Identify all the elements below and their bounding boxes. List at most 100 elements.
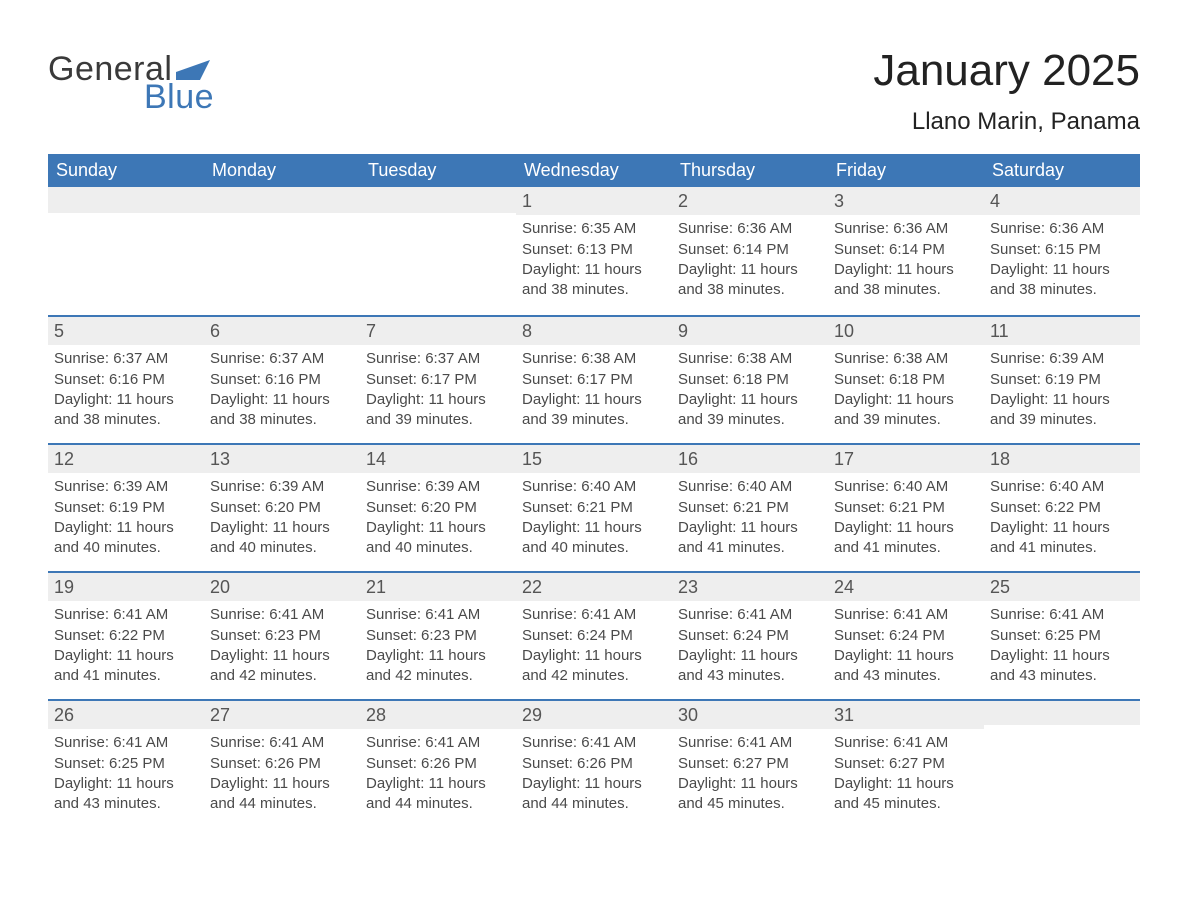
calendar-cell: 20Sunrise: 6:41 AMSunset: 6:23 PMDayligh…: [204, 571, 360, 699]
calendar-cell: 5Sunrise: 6:37 AMSunset: 6:16 PMDaylight…: [48, 315, 204, 443]
day-details: Sunrise: 6:36 AMSunset: 6:15 PMDaylight:…: [984, 215, 1140, 306]
calendar-cell: 11Sunrise: 6:39 AMSunset: 6:19 PMDayligh…: [984, 315, 1140, 443]
daylight-line: Daylight: 11 hours and 43 minutes.: [54, 774, 198, 815]
sunrise-line: Sunrise: 6:39 AM: [990, 349, 1134, 369]
calendar-week: 26Sunrise: 6:41 AMSunset: 6:25 PMDayligh…: [48, 699, 1140, 827]
calendar-cell: 1Sunrise: 6:35 AMSunset: 6:13 PMDaylight…: [516, 187, 672, 315]
day-number: 10: [828, 315, 984, 345]
weekday-header: Saturday: [984, 154, 1140, 187]
weekday-header: Sunday: [48, 154, 204, 187]
day-number: 16: [672, 443, 828, 473]
sunrise-line: Sunrise: 6:41 AM: [522, 733, 666, 753]
calendar-cell: 14Sunrise: 6:39 AMSunset: 6:20 PMDayligh…: [360, 443, 516, 571]
calendar-cell: 31Sunrise: 6:41 AMSunset: 6:27 PMDayligh…: [828, 699, 984, 827]
sunrise-line: Sunrise: 6:40 AM: [678, 477, 822, 497]
calendar-page: General Blue January 2025 Llano Marin, P…: [0, 0, 1188, 867]
sunset-line: Sunset: 6:13 PM: [522, 240, 666, 260]
calendar-cell: 6Sunrise: 6:37 AMSunset: 6:16 PMDaylight…: [204, 315, 360, 443]
brand-part2: Blue: [144, 80, 214, 114]
sunrise-line: Sunrise: 6:37 AM: [210, 349, 354, 369]
calendar-body: 1Sunrise: 6:35 AMSunset: 6:13 PMDaylight…: [48, 187, 1140, 827]
sunset-line: Sunset: 6:21 PM: [834, 498, 978, 518]
day-number: [204, 187, 360, 213]
calendar-cell: 18Sunrise: 6:40 AMSunset: 6:22 PMDayligh…: [984, 443, 1140, 571]
title-block: January 2025 Llano Marin, Panama: [873, 48, 1140, 136]
sunset-line: Sunset: 6:25 PM: [54, 754, 198, 774]
sunset-line: Sunset: 6:23 PM: [210, 626, 354, 646]
sunrise-line: Sunrise: 6:36 AM: [990, 219, 1134, 239]
day-details: Sunrise: 6:41 AMSunset: 6:24 PMDaylight:…: [828, 601, 984, 692]
day-number: 28: [360, 699, 516, 729]
page-header: General Blue January 2025 Llano Marin, P…: [48, 48, 1140, 136]
calendar-cell: 15Sunrise: 6:40 AMSunset: 6:21 PMDayligh…: [516, 443, 672, 571]
sunset-line: Sunset: 6:24 PM: [678, 626, 822, 646]
day-details: Sunrise: 6:41 AMSunset: 6:26 PMDaylight:…: [360, 729, 516, 820]
sunrise-line: Sunrise: 6:41 AM: [366, 605, 510, 625]
day-number: 18: [984, 443, 1140, 473]
day-details: Sunrise: 6:36 AMSunset: 6:14 PMDaylight:…: [672, 215, 828, 306]
sunrise-line: Sunrise: 6:41 AM: [834, 733, 978, 753]
calendar-cell: 2Sunrise: 6:36 AMSunset: 6:14 PMDaylight…: [672, 187, 828, 315]
day-number: [360, 187, 516, 213]
day-details: Sunrise: 6:38 AMSunset: 6:18 PMDaylight:…: [672, 345, 828, 436]
daylight-line: Daylight: 11 hours and 44 minutes.: [210, 774, 354, 815]
sunset-line: Sunset: 6:17 PM: [366, 370, 510, 390]
day-details: Sunrise: 6:38 AMSunset: 6:17 PMDaylight:…: [516, 345, 672, 436]
day-number: 17: [828, 443, 984, 473]
day-details: Sunrise: 6:41 AMSunset: 6:24 PMDaylight:…: [516, 601, 672, 692]
daylight-line: Daylight: 11 hours and 38 minutes.: [210, 390, 354, 431]
calendar-cell: [48, 187, 204, 315]
sunset-line: Sunset: 6:26 PM: [210, 754, 354, 774]
day-number: 3: [828, 187, 984, 215]
calendar-cell: 9Sunrise: 6:38 AMSunset: 6:18 PMDaylight…: [672, 315, 828, 443]
calendar-cell: 25Sunrise: 6:41 AMSunset: 6:25 PMDayligh…: [984, 571, 1140, 699]
daylight-line: Daylight: 11 hours and 43 minutes.: [834, 646, 978, 687]
sunrise-line: Sunrise: 6:38 AM: [834, 349, 978, 369]
day-details: Sunrise: 6:41 AMSunset: 6:24 PMDaylight:…: [672, 601, 828, 692]
sunset-line: Sunset: 6:25 PM: [990, 626, 1134, 646]
daylight-line: Daylight: 11 hours and 44 minutes.: [522, 774, 666, 815]
day-details: Sunrise: 6:41 AMSunset: 6:23 PMDaylight:…: [204, 601, 360, 692]
day-details: Sunrise: 6:37 AMSunset: 6:16 PMDaylight:…: [48, 345, 204, 436]
calendar-header: SundayMondayTuesdayWednesdayThursdayFrid…: [48, 154, 1140, 187]
calendar-cell: 22Sunrise: 6:41 AMSunset: 6:24 PMDayligh…: [516, 571, 672, 699]
day-number: 15: [516, 443, 672, 473]
day-number: 20: [204, 571, 360, 601]
location-label: Llano Marin, Panama: [873, 108, 1140, 136]
day-details: Sunrise: 6:39 AMSunset: 6:20 PMDaylight:…: [204, 473, 360, 564]
sunrise-line: Sunrise: 6:41 AM: [210, 733, 354, 753]
day-number: 30: [672, 699, 828, 729]
sunset-line: Sunset: 6:15 PM: [990, 240, 1134, 260]
calendar-cell: 16Sunrise: 6:40 AMSunset: 6:21 PMDayligh…: [672, 443, 828, 571]
sunset-line: Sunset: 6:26 PM: [522, 754, 666, 774]
calendar-cell: 3Sunrise: 6:36 AMSunset: 6:14 PMDaylight…: [828, 187, 984, 315]
daylight-line: Daylight: 11 hours and 42 minutes.: [210, 646, 354, 687]
day-details: Sunrise: 6:37 AMSunset: 6:17 PMDaylight:…: [360, 345, 516, 436]
sunrise-line: Sunrise: 6:41 AM: [678, 605, 822, 625]
sunrise-line: Sunrise: 6:39 AM: [54, 477, 198, 497]
weekday-header: Friday: [828, 154, 984, 187]
daylight-line: Daylight: 11 hours and 43 minutes.: [990, 646, 1134, 687]
calendar-cell: 13Sunrise: 6:39 AMSunset: 6:20 PMDayligh…: [204, 443, 360, 571]
day-number: 2: [672, 187, 828, 215]
calendar-cell: 24Sunrise: 6:41 AMSunset: 6:24 PMDayligh…: [828, 571, 984, 699]
flag-icon: [176, 60, 210, 80]
daylight-line: Daylight: 11 hours and 39 minutes.: [990, 390, 1134, 431]
day-details: Sunrise: 6:40 AMSunset: 6:22 PMDaylight:…: [984, 473, 1140, 564]
day-number: 4: [984, 187, 1140, 215]
sunset-line: Sunset: 6:23 PM: [366, 626, 510, 646]
day-number: 14: [360, 443, 516, 473]
daylight-line: Daylight: 11 hours and 39 minutes.: [366, 390, 510, 431]
day-number: 12: [48, 443, 204, 473]
sunset-line: Sunset: 6:17 PM: [522, 370, 666, 390]
calendar-week: 5Sunrise: 6:37 AMSunset: 6:16 PMDaylight…: [48, 315, 1140, 443]
daylight-line: Daylight: 11 hours and 39 minutes.: [834, 390, 978, 431]
sunset-line: Sunset: 6:16 PM: [210, 370, 354, 390]
sunset-line: Sunset: 6:20 PM: [366, 498, 510, 518]
calendar-cell: 28Sunrise: 6:41 AMSunset: 6:26 PMDayligh…: [360, 699, 516, 827]
daylight-line: Daylight: 11 hours and 38 minutes.: [834, 260, 978, 301]
daylight-line: Daylight: 11 hours and 40 minutes.: [210, 518, 354, 559]
day-number: 31: [828, 699, 984, 729]
daylight-line: Daylight: 11 hours and 40 minutes.: [522, 518, 666, 559]
calendar-cell: 8Sunrise: 6:38 AMSunset: 6:17 PMDaylight…: [516, 315, 672, 443]
